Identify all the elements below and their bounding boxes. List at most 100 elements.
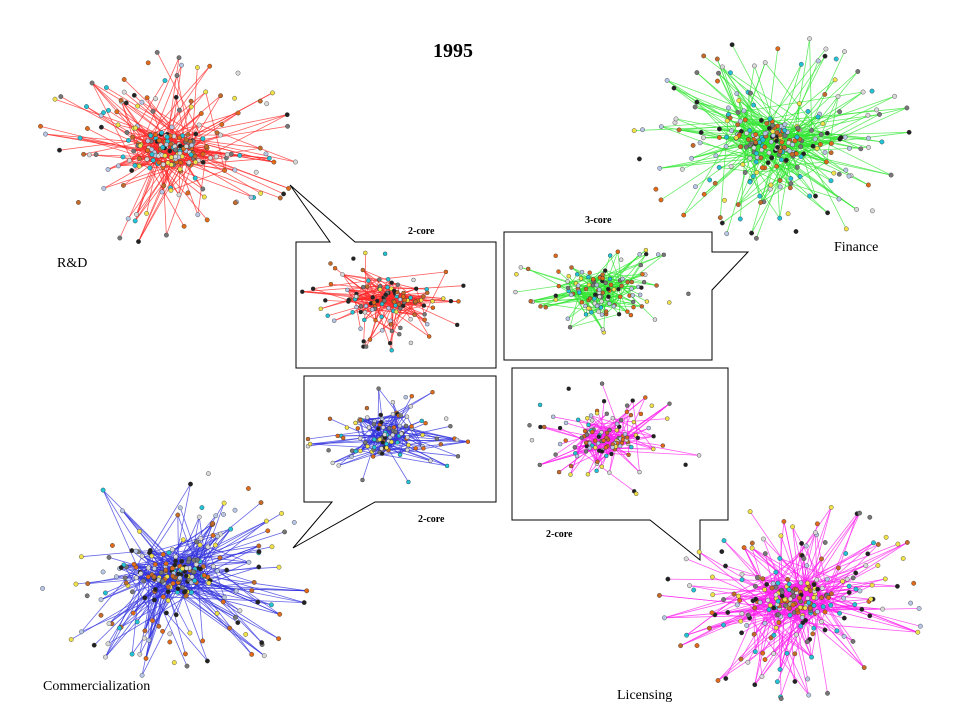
network-node — [160, 552, 166, 557]
network-node — [183, 137, 189, 143]
network-node — [620, 276, 625, 282]
network-node — [696, 549, 702, 555]
network-node — [846, 173, 852, 179]
network-node — [370, 295, 375, 300]
network-node — [793, 229, 799, 234]
network-edge — [174, 92, 273, 147]
network-node — [724, 231, 730, 237]
network-node — [604, 430, 610, 436]
network-node — [860, 89, 866, 95]
network-node — [770, 129, 776, 135]
network-node — [624, 409, 630, 415]
network-node — [597, 287, 602, 292]
network-node — [775, 580, 781, 586]
network-node — [120, 508, 125, 514]
network-node — [372, 445, 377, 450]
network-node — [723, 563, 728, 569]
network-node — [193, 562, 199, 567]
network-node — [169, 547, 175, 552]
network-node — [593, 438, 598, 443]
network-node — [387, 340, 393, 346]
network-edge — [696, 101, 785, 131]
network-node — [57, 147, 62, 153]
network-node — [159, 130, 165, 136]
network-node — [379, 420, 384, 425]
network-edge — [796, 114, 869, 155]
network-node — [596, 434, 601, 439]
network-node — [618, 294, 623, 299]
network-node — [874, 107, 879, 113]
network-node — [120, 154, 126, 160]
finance-network — [631, 36, 912, 241]
network-node — [689, 155, 694, 161]
network-node — [846, 583, 852, 589]
network-node — [556, 469, 562, 475]
network-node — [301, 600, 307, 605]
network-node — [198, 536, 204, 541]
network-node — [734, 91, 740, 97]
network-node — [403, 395, 408, 400]
network-node — [776, 620, 782, 625]
network-node — [658, 124, 664, 130]
network-node — [875, 542, 881, 547]
network-node — [915, 629, 921, 635]
network-node — [232, 167, 238, 173]
network-node — [129, 589, 135, 595]
network-node — [104, 85, 109, 91]
network-node — [388, 318, 393, 323]
network-node — [215, 533, 221, 539]
network-node — [396, 302, 402, 307]
network-node — [232, 95, 238, 101]
network-node — [908, 600, 913, 606]
network-node — [144, 156, 150, 162]
network-node — [177, 505, 183, 511]
network-node — [212, 542, 218, 548]
network-node — [224, 567, 230, 573]
network-node — [603, 268, 608, 273]
network-node — [785, 577, 791, 582]
network-node — [611, 287, 617, 292]
network-node — [782, 597, 788, 602]
network-node — [282, 529, 287, 535]
network-node — [773, 625, 779, 631]
network-node — [196, 514, 202, 520]
network-node — [328, 281, 334, 287]
network-node — [421, 446, 426, 451]
network-node — [793, 587, 799, 592]
network-node — [424, 287, 429, 292]
network-node — [665, 416, 670, 421]
network-node — [397, 332, 402, 337]
network-node — [652, 317, 658, 322]
network-node — [906, 129, 912, 135]
network-edge — [138, 168, 181, 242]
network-node — [815, 58, 821, 64]
network-edge — [749, 136, 846, 159]
network-node — [543, 305, 548, 310]
network-node — [737, 118, 743, 124]
network-node — [383, 292, 388, 297]
network-node — [103, 590, 108, 596]
network-node — [444, 463, 450, 469]
network-edge — [689, 585, 779, 594]
network-node — [404, 414, 410, 419]
network-node — [161, 183, 167, 189]
network-node — [149, 146, 155, 152]
network-node — [796, 101, 802, 106]
network-node — [722, 197, 727, 203]
network-node — [729, 42, 735, 48]
network-edge — [184, 588, 265, 657]
network-node — [363, 440, 368, 445]
network-node — [719, 220, 725, 226]
network-node — [370, 307, 375, 312]
network-node — [156, 623, 162, 629]
network-node — [213, 154, 219, 160]
network-node — [380, 451, 385, 456]
network-node — [836, 196, 842, 202]
network-node — [787, 185, 793, 191]
network-node — [739, 571, 745, 577]
network-node — [770, 581, 776, 586]
network-node — [307, 441, 313, 447]
network-node — [425, 290, 430, 295]
network-node — [643, 395, 648, 400]
network-node — [583, 440, 589, 445]
